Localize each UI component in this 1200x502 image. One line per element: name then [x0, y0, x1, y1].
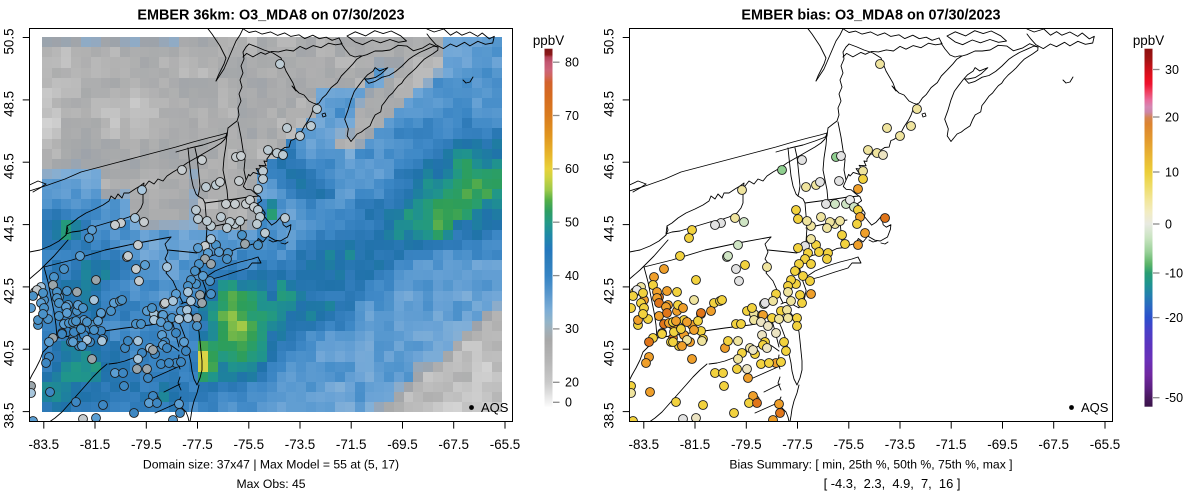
svg-text:44.5: 44.5 [602, 216, 617, 242]
svg-text:-65.5: -65.5 [1090, 437, 1121, 452]
svg-text:EMBER bias: O3_MDA8 on 07/30/2: EMBER bias: O3_MDA8 on 07/30/2023 [741, 8, 1000, 24]
svg-text:44.5: 44.5 [2, 216, 17, 242]
svg-text:48.5: 48.5 [602, 91, 617, 117]
svg-text:Domain size: 37x47 | Max Model: Domain size: 37x47 | Max Model = 55 at (… [143, 458, 399, 472]
svg-text:50.5: 50.5 [2, 28, 17, 54]
svg-text:-67.5: -67.5 [438, 437, 469, 452]
svg-text:-77.5: -77.5 [782, 437, 813, 452]
svg-text:30: 30 [1165, 63, 1179, 77]
svg-text:40.5: 40.5 [602, 340, 617, 366]
svg-text:AQS: AQS [1081, 400, 1109, 415]
svg-text:50.5: 50.5 [602, 28, 617, 54]
svg-text:38.5: 38.5 [602, 403, 617, 429]
svg-text:-71.5: -71.5 [936, 437, 967, 452]
svg-text:ppbV: ppbV [533, 33, 564, 48]
svg-text:Bias Summary: [ min, 25th %, 5: Bias Summary: [ min, 25th %, 50th %, 75t… [729, 458, 1012, 472]
svg-text:-83.5: -83.5 [629, 437, 660, 452]
svg-text:20: 20 [565, 376, 579, 390]
svg-text:-73.5: -73.5 [885, 437, 916, 452]
svg-text:-79.5: -79.5 [131, 437, 162, 452]
svg-text:ppbV: ppbV [1133, 33, 1164, 48]
svg-text:20: 20 [1165, 110, 1179, 124]
svg-text:-69.5: -69.5 [387, 437, 418, 452]
svg-text:EMBER 36km: O3_MDA8 on 07/30/2: EMBER 36km: O3_MDA8 on 07/30/2023 [137, 8, 404, 24]
svg-text:80: 80 [565, 56, 579, 70]
svg-text:0: 0 [1165, 217, 1172, 231]
svg-text:-10: -10 [1165, 266, 1183, 280]
svg-text:-20: -20 [1165, 311, 1183, 325]
svg-text:AQS: AQS [481, 400, 509, 415]
svg-text:-69.5: -69.5 [987, 437, 1018, 452]
svg-text:30: 30 [565, 322, 579, 336]
svg-text:46.5: 46.5 [602, 153, 617, 179]
svg-text:-75.5: -75.5 [834, 437, 865, 452]
svg-text:Max Obs: 45: Max Obs: 45 [236, 477, 305, 491]
svg-text:50: 50 [565, 216, 579, 230]
svg-text:40: 40 [565, 269, 579, 283]
svg-text:-67.5: -67.5 [1038, 437, 1069, 452]
svg-text:48.5: 48.5 [2, 91, 17, 117]
svg-text:-79.5: -79.5 [731, 437, 762, 452]
svg-text:[ -4.3, 2.3, 4.9, 7, 16 ]: [ -4.3, 2.3, 4.9, 7, 16 ] [824, 476, 961, 491]
svg-text:-75.5: -75.5 [234, 437, 265, 452]
svg-text:-81.5: -81.5 [680, 437, 711, 452]
svg-text:42.5: 42.5 [602, 278, 617, 304]
svg-text:60: 60 [565, 162, 579, 176]
svg-text:-73.5: -73.5 [285, 437, 316, 452]
svg-text:40.5: 40.5 [2, 340, 17, 366]
svg-text:42.5: 42.5 [2, 278, 17, 304]
svg-text:-81.5: -81.5 [80, 437, 111, 452]
svg-text:70: 70 [565, 109, 579, 123]
svg-text:0: 0 [565, 396, 572, 410]
svg-text:-83.5: -83.5 [29, 437, 60, 452]
svg-text:-71.5: -71.5 [336, 437, 367, 452]
svg-text:38.5: 38.5 [2, 403, 17, 429]
svg-text:46.5: 46.5 [2, 153, 17, 179]
svg-text:10: 10 [1165, 165, 1179, 179]
svg-text:-50: -50 [1165, 391, 1183, 405]
svg-text:-65.5: -65.5 [490, 437, 521, 452]
svg-text:-77.5: -77.5 [182, 437, 213, 452]
